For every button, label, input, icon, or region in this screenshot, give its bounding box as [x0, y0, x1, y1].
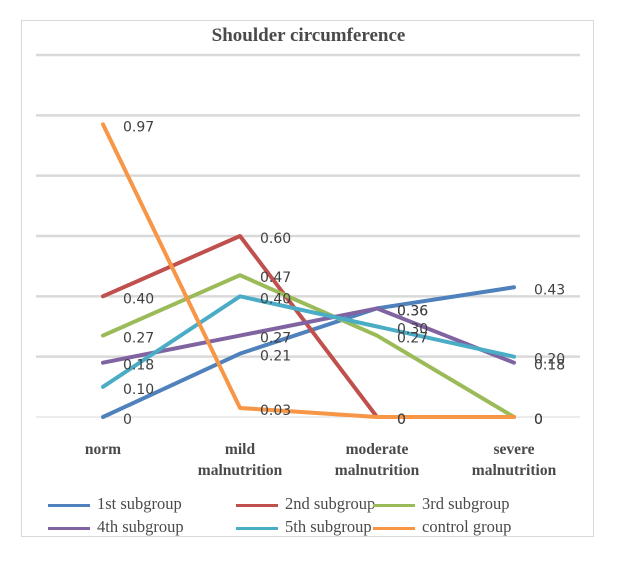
data-label: 0.43 — [534, 282, 565, 298]
x-tick-label: severe malnutrition — [471, 441, 557, 479]
data-label: 0.47 — [260, 270, 291, 286]
x-tick-label: norm — [84, 441, 122, 458]
legend-swatch — [48, 527, 90, 530]
legend-swatch — [48, 504, 90, 507]
data-label: 0 — [534, 412, 543, 428]
series-line-6 — [101, 122, 516, 419]
series-lines — [101, 122, 516, 419]
legend-swatch — [236, 504, 278, 507]
data-label: 0.30 — [397, 322, 428, 338]
legend-swatch — [236, 527, 278, 530]
data-label: 0 — [397, 412, 406, 428]
data-label: 0 — [534, 412, 543, 428]
gridlines — [36, 53, 580, 418]
legend-label: 3rd subgroup — [422, 494, 510, 513]
data-label: 0.27 — [397, 331, 428, 347]
data-label: 0.97 — [123, 119, 154, 135]
x-tick-label: moderate malnutrition — [334, 441, 420, 479]
legend-swatch — [373, 504, 415, 507]
data-label: 0 — [123, 412, 132, 428]
data-label: 0.40 — [123, 291, 154, 307]
series-line-3 — [101, 273, 516, 419]
legend-label: 2nd subgroup — [285, 494, 376, 513]
legend-label: 4th subgroup — [97, 517, 184, 536]
data-label: 0.60 — [260, 231, 291, 247]
data-label: 0.27 — [123, 331, 154, 347]
data-label: 0.40 — [260, 291, 291, 307]
data-label: 0.27 — [260, 331, 291, 347]
chart-title: Shoulder circumference — [211, 25, 406, 46]
series-line-1 — [101, 285, 516, 419]
legend-swatch — [373, 527, 415, 530]
series-line-4 — [101, 306, 516, 365]
data-label: 0 — [534, 412, 543, 428]
data-label: 0.36 — [397, 303, 428, 319]
legend-label: control group — [422, 517, 512, 536]
data-label: 0.20 — [534, 352, 565, 368]
data-label: 0.03 — [260, 403, 291, 419]
chart-area — [21, 20, 594, 537]
data-label: 0.18 — [123, 358, 154, 374]
data-label: 0.36 — [397, 303, 428, 319]
legend-label: 5th subgroup — [285, 517, 372, 536]
legend-label: 1st subgroup — [97, 494, 182, 513]
data-label: 0.10 — [123, 382, 154, 398]
data-labels: 00.210.360.430.400.600 00.270.470.2700.18… — [123, 119, 565, 428]
series-line-5 — [101, 294, 516, 389]
data-label: 0 — [397, 412, 406, 428]
data-label: 0.21 — [260, 349, 291, 365]
data-label: 0.18 — [534, 358, 565, 374]
x-tick-label: mild malnutrition — [197, 441, 283, 479]
